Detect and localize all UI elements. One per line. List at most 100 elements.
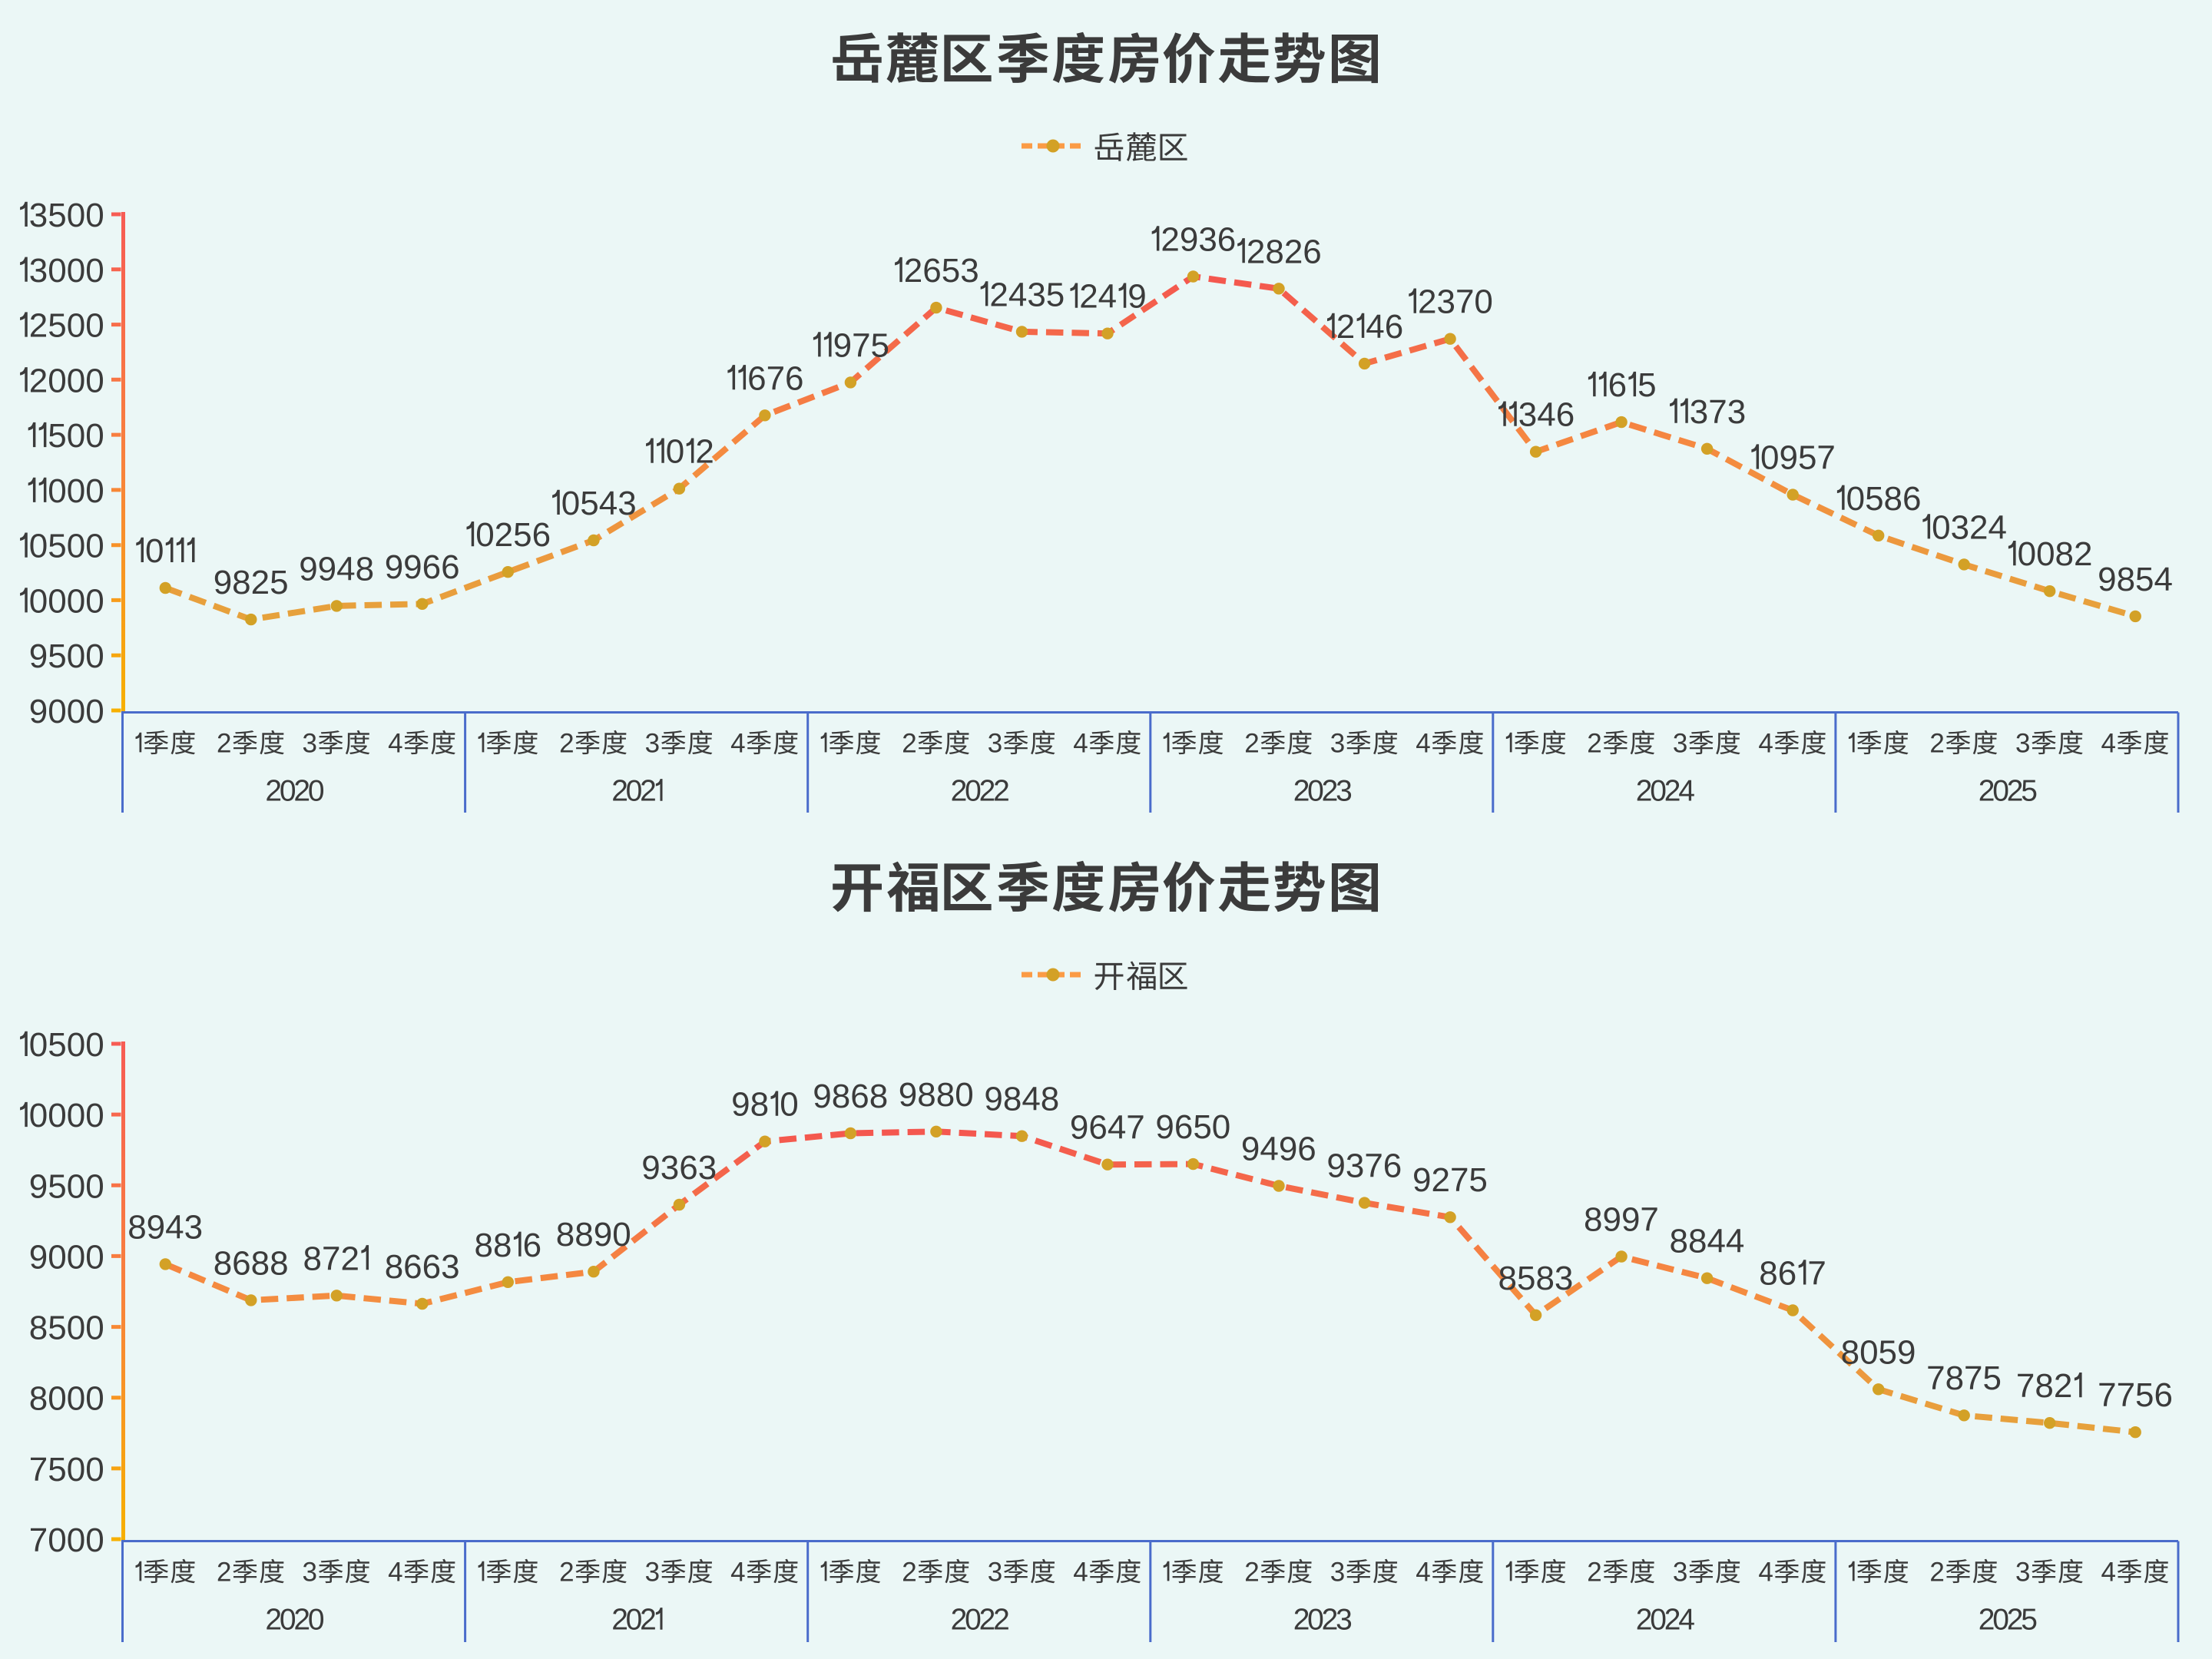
svg-text:8663: 8663 xyxy=(385,1248,460,1286)
svg-text:9650: 9650 xyxy=(1155,1108,1230,1146)
svg-text:0000: 0000 xyxy=(29,1097,104,1134)
svg-text:2: 2 xyxy=(695,433,714,471)
svg-text:8500: 8500 xyxy=(29,1310,104,1347)
svg-text:3: 3 xyxy=(2015,728,2030,758)
svg-text:2025: 2025 xyxy=(1979,775,2037,808)
svg-text:2: 2 xyxy=(217,1557,231,1587)
svg-text:3: 3 xyxy=(988,728,1002,758)
svg-text:46: 46 xyxy=(1366,308,1403,346)
svg-text:2023: 2023 xyxy=(1293,1604,1351,1637)
svg-text:872: 872 xyxy=(303,1240,359,1277)
svg-text:782: 782 xyxy=(2016,1367,2072,1405)
svg-text:7756: 7756 xyxy=(2098,1376,2173,1414)
svg-text:8943: 8943 xyxy=(127,1208,203,1246)
svg-text:7500: 7500 xyxy=(29,1451,104,1488)
svg-text:4: 4 xyxy=(1073,1557,1088,1587)
svg-text:2500: 2500 xyxy=(29,307,104,345)
svg-text:4: 4 xyxy=(388,728,402,758)
svg-text:9880: 9880 xyxy=(899,1076,974,1114)
svg-text:2023: 2023 xyxy=(1293,775,1351,808)
svg-text:6: 6 xyxy=(523,1227,541,1264)
svg-text:3: 3 xyxy=(645,1557,660,1587)
svg-text:7875: 7875 xyxy=(1926,1359,2002,1397)
svg-text:0543: 0543 xyxy=(561,485,637,522)
svg-text:0082: 0082 xyxy=(2018,535,2093,573)
svg-text:2: 2 xyxy=(217,728,231,758)
svg-text:2022: 2022 xyxy=(951,775,1008,808)
svg-text:3: 3 xyxy=(1330,728,1345,758)
svg-text:3: 3 xyxy=(1330,1557,1345,1587)
svg-text:6: 6 xyxy=(1608,366,1627,404)
svg-text:9500: 9500 xyxy=(29,637,104,675)
svg-text:2: 2 xyxy=(1244,1557,1259,1587)
svg-text:9854: 9854 xyxy=(2098,561,2173,598)
svg-text:9948: 9948 xyxy=(299,550,374,588)
svg-text:88: 88 xyxy=(475,1227,512,1264)
svg-text:2: 2 xyxy=(559,728,574,758)
svg-text:8583: 8583 xyxy=(1498,1260,1574,1297)
svg-text:9363: 9363 xyxy=(641,1149,717,1187)
svg-text:0: 0 xyxy=(145,532,164,570)
svg-text:9000: 9000 xyxy=(29,693,104,730)
svg-text:3: 3 xyxy=(2015,1557,2030,1587)
svg-text:8890: 8890 xyxy=(556,1216,631,1253)
svg-text:0500: 0500 xyxy=(29,528,104,565)
svg-text:2: 2 xyxy=(1587,1557,1601,1587)
svg-text:4: 4 xyxy=(2101,728,2116,758)
svg-text:3: 3 xyxy=(303,1557,317,1587)
svg-text:2: 2 xyxy=(1587,728,1601,758)
svg-text:2024: 2024 xyxy=(1636,775,1694,808)
svg-text:4: 4 xyxy=(388,1557,402,1587)
svg-text:346: 346 xyxy=(1518,396,1575,434)
svg-text:9: 9 xyxy=(1128,278,1146,316)
svg-text:4: 4 xyxy=(1758,728,1773,758)
svg-text:2653: 2653 xyxy=(904,252,979,290)
svg-text:8844: 8844 xyxy=(1670,1223,1745,1260)
svg-text:9496: 9496 xyxy=(1241,1131,1316,1168)
svg-text:4: 4 xyxy=(1073,728,1088,758)
svg-text:2: 2 xyxy=(559,1557,574,1587)
svg-text:98: 98 xyxy=(731,1086,769,1124)
svg-text:4: 4 xyxy=(2101,1557,2116,1587)
svg-text:373: 373 xyxy=(1690,393,1746,431)
svg-text:0256: 0256 xyxy=(475,516,551,554)
svg-text:0000: 0000 xyxy=(29,582,104,620)
svg-text:676: 676 xyxy=(747,359,803,397)
svg-text:7: 7 xyxy=(1807,1255,1826,1293)
svg-text:4: 4 xyxy=(730,728,745,758)
svg-text:9376: 9376 xyxy=(1326,1147,1402,1185)
svg-text:000: 000 xyxy=(48,472,104,510)
svg-text:202: 202 xyxy=(611,1604,655,1637)
svg-text:2: 2 xyxy=(1244,728,1259,758)
svg-text:0586: 0586 xyxy=(1846,480,1922,518)
svg-text:9000: 9000 xyxy=(29,1238,104,1276)
svg-text:9647: 9647 xyxy=(1070,1109,1145,1147)
svg-text:4: 4 xyxy=(1416,1557,1430,1587)
svg-text:9275: 9275 xyxy=(1412,1161,1488,1199)
svg-text:8688: 8688 xyxy=(214,1244,289,1282)
svg-text:2022: 2022 xyxy=(951,1604,1008,1637)
svg-text:2936: 2936 xyxy=(1161,221,1236,259)
svg-text:5: 5 xyxy=(1637,366,1656,404)
svg-text:4: 4 xyxy=(730,1557,745,1587)
svg-text:8997: 8997 xyxy=(1584,1201,1659,1239)
svg-text:7000: 7000 xyxy=(29,1522,104,1559)
svg-text:2: 2 xyxy=(1336,308,1355,346)
svg-text:2000: 2000 xyxy=(29,362,104,399)
svg-text:3: 3 xyxy=(1673,728,1687,758)
svg-text:3500: 3500 xyxy=(29,197,104,234)
svg-text:0957: 0957 xyxy=(1760,439,1836,477)
svg-text:3: 3 xyxy=(1673,1557,1687,1587)
svg-text:0: 0 xyxy=(666,433,684,471)
svg-text:2: 2 xyxy=(1929,728,1944,758)
svg-text:975: 975 xyxy=(833,326,889,364)
svg-text:3: 3 xyxy=(988,1557,1002,1587)
svg-text:2826: 2826 xyxy=(1247,233,1322,270)
svg-text:9868: 9868 xyxy=(813,1078,888,1115)
svg-text:24: 24 xyxy=(1079,278,1117,316)
svg-text:500: 500 xyxy=(48,417,104,455)
svg-text:2025: 2025 xyxy=(1979,1604,2037,1637)
svg-text:8000: 8000 xyxy=(29,1380,104,1418)
svg-text:0: 0 xyxy=(780,1086,798,1124)
svg-text:2020: 2020 xyxy=(265,775,323,808)
